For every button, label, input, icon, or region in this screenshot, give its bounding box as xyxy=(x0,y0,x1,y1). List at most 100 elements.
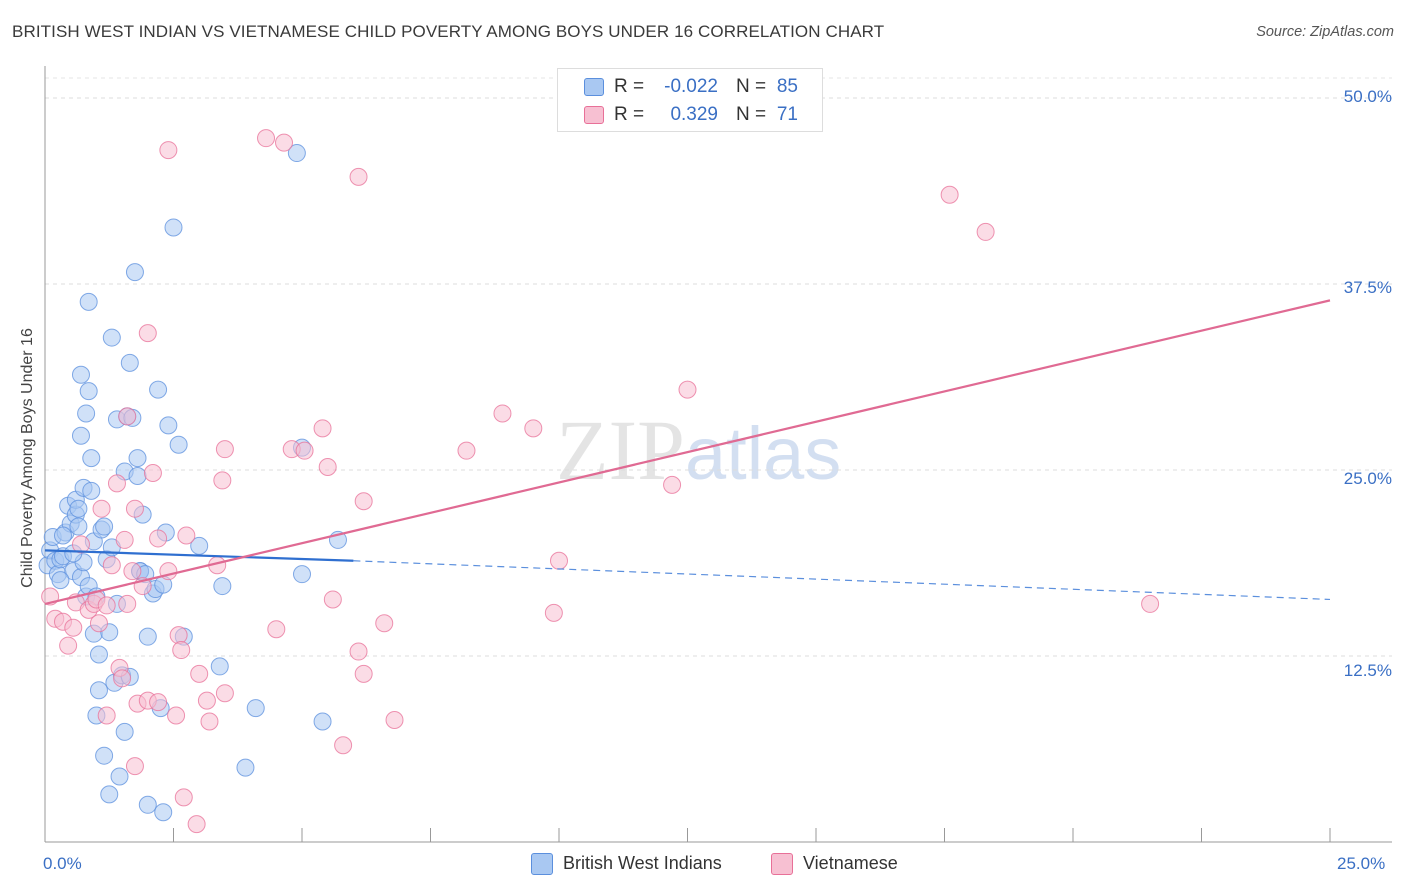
point-british-west-indians xyxy=(138,795,157,814)
point-vietnamese xyxy=(174,788,193,807)
r-label: R = xyxy=(614,76,645,97)
point-british-west-indians xyxy=(169,435,188,454)
point-vietnamese xyxy=(457,441,476,460)
point-british-west-indians xyxy=(246,699,265,718)
point-vietnamese xyxy=(267,620,286,639)
point-british-west-indians xyxy=(159,416,178,435)
point-british-west-indians xyxy=(71,365,90,384)
point-vietnamese xyxy=(493,404,512,423)
point-vietnamese xyxy=(334,736,353,755)
point-vietnamese xyxy=(976,222,995,241)
trendline-british-west-indians xyxy=(44,549,354,562)
point-vietnamese xyxy=(215,684,234,703)
point-british-west-indians xyxy=(102,328,121,347)
point-british-west-indians xyxy=(79,292,98,311)
y-tick-label: 25.0% xyxy=(1343,469,1392,488)
point-vietnamese xyxy=(385,710,404,729)
y-tick-label: 50.0% xyxy=(1343,87,1392,106)
legend-swatch xyxy=(771,853,793,875)
trendline-extension-british-west-indians xyxy=(353,560,1331,601)
point-vietnamese xyxy=(92,499,111,518)
r-label: R = xyxy=(614,104,645,125)
point-vietnamese xyxy=(159,141,178,160)
point-british-west-indians xyxy=(79,382,98,401)
point-british-west-indians xyxy=(115,722,134,741)
point-british-west-indians xyxy=(53,526,72,545)
watermark-atlas: atlas xyxy=(685,412,842,495)
point-vietnamese xyxy=(375,614,394,633)
point-vietnamese xyxy=(115,530,134,549)
point-vietnamese xyxy=(354,492,373,511)
point-vietnamese xyxy=(118,407,137,426)
stats-row-british-west-indians: R = -0.022 N = 85 xyxy=(558,72,822,100)
point-british-west-indians xyxy=(154,803,173,822)
point-vietnamese xyxy=(118,594,137,613)
point-vietnamese xyxy=(125,499,144,518)
point-vietnamese xyxy=(64,618,83,637)
point-vietnamese xyxy=(197,691,216,710)
point-british-west-indians xyxy=(89,645,108,664)
point-vietnamese xyxy=(940,185,959,204)
point-vietnamese xyxy=(663,475,682,494)
point-vietnamese xyxy=(275,133,294,152)
point-vietnamese xyxy=(149,529,168,548)
point-british-west-indians xyxy=(110,767,129,786)
point-vietnamese xyxy=(149,693,168,712)
point-vietnamese xyxy=(213,471,232,490)
point-vietnamese xyxy=(187,815,206,834)
point-british-west-indians xyxy=(210,657,229,676)
point-british-west-indians xyxy=(149,380,168,399)
point-vietnamese xyxy=(354,664,373,683)
x-tick-label: 0.0% xyxy=(43,854,82,873)
point-vietnamese xyxy=(143,463,162,482)
legend-item-vietnamese[interactable]: Vietnamese xyxy=(771,852,931,876)
point-british-west-indians xyxy=(89,681,108,700)
n-label: N = xyxy=(736,76,767,97)
point-vietnamese xyxy=(200,712,219,731)
point-british-west-indians xyxy=(100,785,119,804)
point-vietnamese xyxy=(678,380,697,399)
watermark: ZIPatlas xyxy=(556,400,841,500)
point-vietnamese xyxy=(125,757,144,776)
stats-row-vietnamese: R = 0.329 N = 71 xyxy=(558,100,822,128)
series-swatch xyxy=(584,78,604,96)
point-vietnamese xyxy=(524,419,543,438)
point-vietnamese xyxy=(71,535,90,554)
point-vietnamese xyxy=(138,324,157,343)
point-vietnamese xyxy=(190,664,209,683)
legend-item-british-west-indians[interactable]: British West Indians xyxy=(531,852,751,876)
point-british-west-indians xyxy=(125,263,144,282)
point-vietnamese xyxy=(102,556,121,575)
point-british-west-indians xyxy=(190,536,209,555)
point-vietnamese xyxy=(544,603,563,622)
point-vietnamese xyxy=(295,441,314,460)
source-credit: Source: ZipAtlas.com xyxy=(1256,24,1394,40)
point-vietnamese xyxy=(107,474,126,493)
point-vietnamese xyxy=(169,626,188,645)
point-british-west-indians xyxy=(164,218,183,237)
legend-label: Vietnamese xyxy=(803,853,898,873)
point-british-west-indians xyxy=(69,517,88,536)
point-british-west-indians xyxy=(236,758,255,777)
point-vietnamese xyxy=(313,419,332,438)
trendline-vietnamese xyxy=(44,299,1331,605)
point-british-west-indians xyxy=(287,144,306,163)
point-british-west-indians xyxy=(120,353,139,372)
point-vietnamese xyxy=(257,129,276,148)
point-british-west-indians xyxy=(77,404,96,423)
point-british-west-indians xyxy=(128,449,147,468)
point-british-west-indians xyxy=(82,449,101,468)
series-swatch xyxy=(584,106,604,124)
point-british-west-indians xyxy=(71,426,90,445)
legend-swatch xyxy=(531,853,553,875)
point-vietnamese xyxy=(215,440,234,459)
point-vietnamese xyxy=(1141,594,1160,613)
point-vietnamese xyxy=(123,562,142,581)
point-vietnamese xyxy=(97,706,116,725)
y-tick-label: 37.5% xyxy=(1343,278,1392,297)
watermark-zip: ZIP xyxy=(556,402,685,498)
point-british-west-indians xyxy=(95,746,114,765)
r-value: -0.022 xyxy=(664,76,718,97)
point-british-west-indians xyxy=(293,565,311,584)
